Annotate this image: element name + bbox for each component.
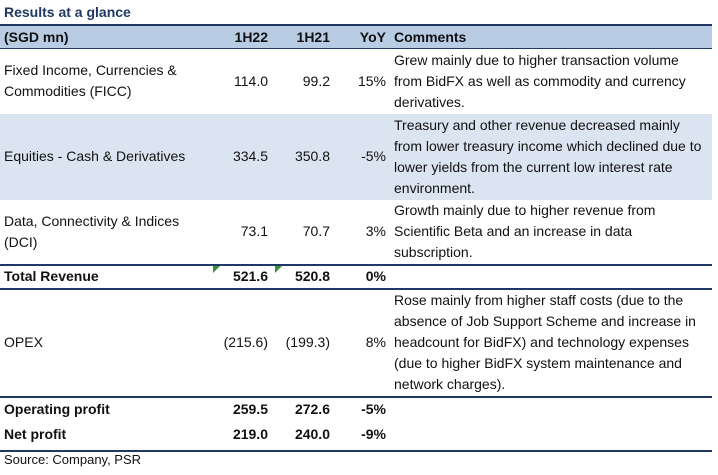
row-comment: Growth mainly due to higher revenue from… xyxy=(394,202,656,260)
value-yoy: 3% xyxy=(365,223,386,239)
value-yoy: 8% xyxy=(334,288,390,398)
row-label: Net profit xyxy=(4,425,67,442)
header-comments: Comments xyxy=(390,26,712,49)
row-comment xyxy=(390,263,712,290)
value-1h21: 99.2 xyxy=(302,72,330,89)
value-1h21: 350.8 xyxy=(272,113,334,200)
row-comment: Treasury and other revenue decreased mai… xyxy=(390,113,712,200)
row-comment: Grew mainly due to higher transaction vo… xyxy=(394,51,686,110)
value-yoy: -5% xyxy=(334,113,390,200)
source-note: Source: Company, PSR xyxy=(4,452,142,467)
value-1h21: (199.3) xyxy=(272,288,334,398)
table-row: Equities - Cash & Derivatives 334.5 350.… xyxy=(0,113,712,200)
bottom-rule xyxy=(0,450,712,452)
cell-marker-icon xyxy=(213,266,220,273)
value-yoy: -5% xyxy=(361,401,386,417)
value-yoy: -9% xyxy=(361,425,386,442)
value-yoy: 15% xyxy=(357,72,386,89)
row-label: Equities - Cash & Derivatives xyxy=(0,113,212,200)
value-1h22: 334.5 xyxy=(212,113,272,200)
value-1h22: 521.6 xyxy=(212,263,272,290)
table-row: OPEX (215.6) (199.3) 8% Rose mainly from… xyxy=(0,288,712,398)
header-row: (SGD mn) 1H22 1H21 YoY Comments xyxy=(0,26,712,49)
total-revenue-row: Total Revenue 521.6 520.8 0% xyxy=(0,263,712,290)
value-1h22: 73.1 xyxy=(240,223,268,239)
table-row: Data, Connectivity & Indices (DCI) 73.1 … xyxy=(0,200,712,265)
header-label: (SGD mn) xyxy=(0,26,212,49)
table-row: Net profit 219.0 240.0 -9% xyxy=(0,422,712,447)
cell-marker-icon xyxy=(275,266,282,273)
value-1h22: 219.0 xyxy=(232,425,268,442)
value-1h21: 70.7 xyxy=(302,223,330,239)
value-yoy: 0% xyxy=(334,263,390,290)
header-1h22: 1H22 xyxy=(212,26,272,49)
row-comment: Rose mainly from higher staff costs (due… xyxy=(390,288,712,398)
value-1h22: (215.6) xyxy=(212,288,272,398)
header-1h21: 1H21 xyxy=(272,26,334,49)
row-label: Operating profit xyxy=(4,401,110,417)
table-row: Fixed Income, Currencies & Commodities (… xyxy=(0,49,712,114)
header-yoy: YoY xyxy=(334,26,390,49)
row-label: Fixed Income, Currencies & Commodities (… xyxy=(4,62,177,100)
row-label: Total Revenue xyxy=(0,263,212,290)
row-comment xyxy=(390,397,712,422)
value-1h22: 259.5 xyxy=(232,401,268,417)
table-title: Results at a glance xyxy=(4,4,131,20)
row-label: Data, Connectivity & Indices (DCI) xyxy=(4,212,180,250)
results-table: (SGD mn) 1H22 1H21 YoY Comments Fixed In… xyxy=(0,26,712,447)
value-1h21: 240.0 xyxy=(294,425,330,442)
value-1h22: 114.0 xyxy=(234,72,268,89)
row-comment xyxy=(390,422,712,447)
title-rule xyxy=(0,24,712,26)
row-label: OPEX xyxy=(0,288,212,398)
value-1h21: 272.6 xyxy=(294,401,330,417)
table-row: Operating profit 259.5 272.6 -5% xyxy=(0,397,712,422)
value-1h21: 520.8 xyxy=(272,263,334,290)
